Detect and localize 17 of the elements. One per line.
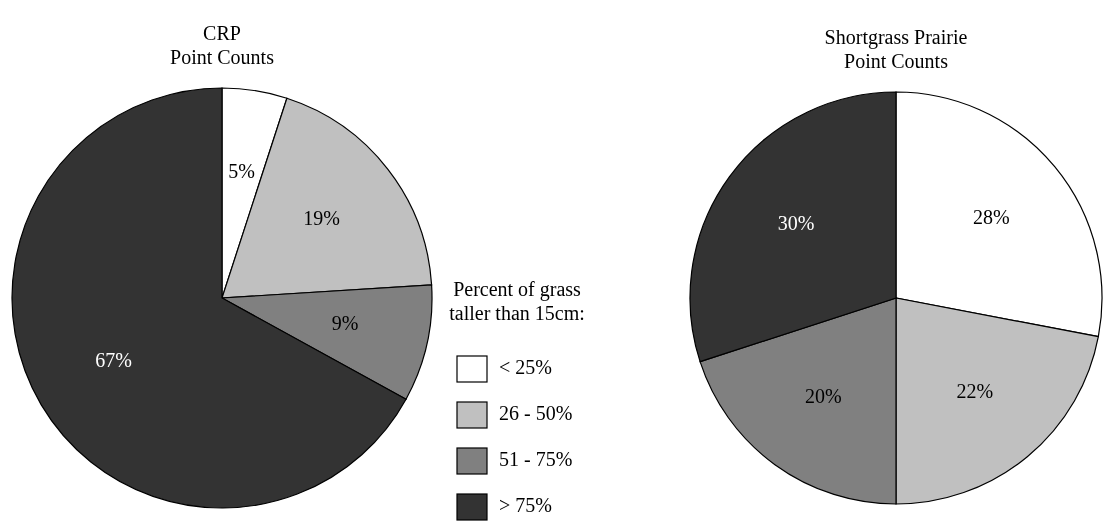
data-label: 28% xyxy=(972,205,1010,228)
legend-title: Percent of grass taller than 15cm: xyxy=(449,278,585,324)
legend-label: > 75% xyxy=(499,493,552,516)
legend-label: 26 - 50% xyxy=(499,401,573,424)
chart-subtitle: Point Counts xyxy=(844,50,949,72)
data-label: 5% xyxy=(228,160,256,183)
data-label: 67% xyxy=(95,348,132,371)
legend-label: < 25% xyxy=(499,355,552,378)
data-label: 22% xyxy=(956,379,994,402)
chart-title: CRP xyxy=(203,22,241,44)
data-label: 30% xyxy=(777,211,815,234)
chart-subtitle: Point Counts xyxy=(170,46,275,68)
legend-label: 51 - 75% xyxy=(499,447,573,470)
data-label: 19% xyxy=(303,207,340,230)
data-label: 9% xyxy=(331,312,359,335)
data-label: 20% xyxy=(805,384,842,407)
chart-title: Shortgrass Prairie xyxy=(824,26,968,49)
